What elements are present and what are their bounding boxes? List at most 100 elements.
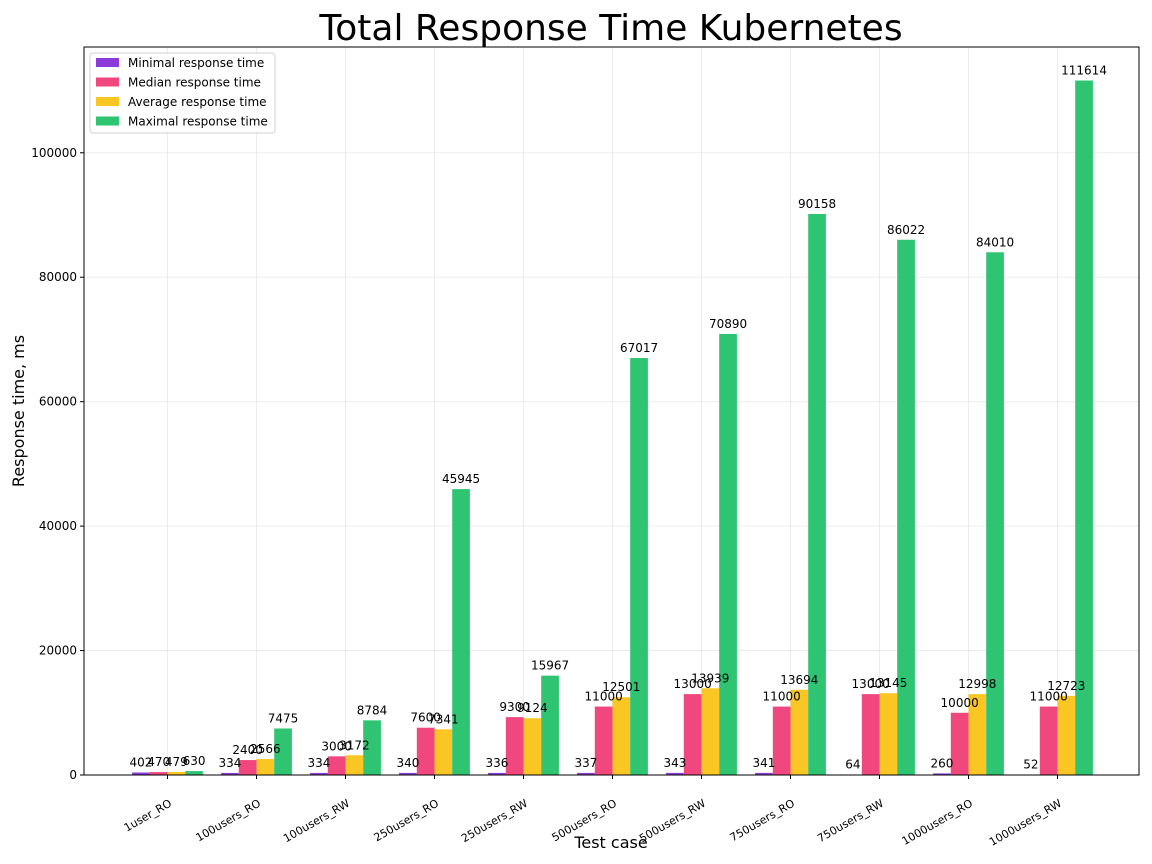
bar: [897, 239, 915, 775]
bar-value-label: 334: [307, 756, 330, 770]
bar-value-label: 7600: [410, 711, 441, 725]
bar-value-label: 111614: [1061, 64, 1107, 78]
bar: [861, 694, 880, 775]
bar: [185, 771, 203, 775]
chart-title: Total Response Time Kubernetes: [318, 8, 902, 49]
bar-value-label: 340: [396, 756, 419, 770]
x-tick-label: 250users_RW: [459, 797, 530, 845]
y-tick-label: 60000: [39, 395, 77, 409]
bar: [772, 706, 791, 775]
bar: [274, 728, 292, 775]
bar: [256, 759, 275, 775]
bar: [612, 697, 631, 775]
bar: [399, 772, 417, 775]
bar-value-label: 334: [218, 756, 241, 770]
bar: [968, 694, 987, 775]
plot-frame: [83, 46, 1140, 776]
bar: [719, 333, 737, 775]
bar: [879, 693, 898, 775]
bar: [1057, 695, 1076, 775]
bar-value-label: 86022: [887, 223, 925, 237]
legend-swatch: [96, 97, 119, 106]
x-tick-label: 750users_RW: [815, 797, 886, 845]
y-tick-label: 40000: [39, 519, 77, 533]
bar-value-label: 10000: [941, 696, 979, 710]
bar: [1039, 706, 1058, 775]
bar-value-label: 470: [147, 755, 170, 769]
bar-value-label: 630: [183, 754, 206, 768]
x-tick-label: 750users_RO: [728, 797, 798, 845]
legend-label: Minimal response time: [128, 56, 264, 70]
y-tick-label: 100000: [31, 146, 77, 160]
bar: [488, 772, 506, 775]
bar-value-label: 3000: [321, 739, 352, 753]
bar: [523, 718, 542, 775]
bar-value-label: 11000: [1030, 690, 1068, 704]
bar-value-label: 12723: [1047, 679, 1085, 693]
bar-value-label: 13000: [674, 677, 712, 691]
bar: [345, 755, 364, 775]
bar-value-label: 2400: [232, 743, 263, 757]
bar-value-label: 70890: [709, 317, 747, 331]
bar: [363, 720, 381, 775]
x-tick-label: 500users_RW: [637, 797, 708, 845]
y-tick-label: 80000: [39, 270, 77, 284]
bars: [132, 80, 1093, 776]
bar-value-label: 9124: [517, 701, 548, 715]
bar-value-label: 13000: [852, 677, 890, 691]
bar-value-label: 90158: [798, 197, 836, 211]
bar: [149, 772, 168, 775]
bar-value-label: 341: [752, 756, 775, 770]
bar: [933, 773, 951, 775]
x-tick-label: 250users_RO: [372, 797, 442, 845]
bar-value-label: 15967: [531, 659, 569, 673]
bar: [790, 689, 809, 775]
bar: [666, 772, 684, 775]
bar: [986, 252, 1004, 775]
bar: [238, 760, 257, 775]
bar: [683, 694, 702, 775]
legend-swatch: [96, 58, 119, 67]
x-axis-label: Test case: [573, 833, 647, 852]
bar-value-label: 64: [845, 758, 860, 772]
bar-value-label: 8784: [357, 703, 388, 717]
bar-value-label: 2566: [250, 742, 281, 756]
bar-value-label: 7475: [268, 711, 299, 725]
x-tick-label: 1user_RO: [122, 797, 175, 835]
bar-value-label: 12501: [602, 680, 640, 694]
bar: [132, 772, 150, 775]
bar-value-label: 13939: [691, 671, 729, 685]
bar-value-label: 13694: [780, 673, 818, 687]
bar-value-label: 336: [485, 756, 508, 770]
bar: [327, 756, 346, 775]
bar-value-label: 260: [930, 756, 953, 770]
bar-value-label: 67017: [620, 341, 658, 355]
bar-value-label: 343: [663, 756, 686, 770]
bar: [416, 727, 435, 775]
legend-label: Median response time: [128, 76, 261, 90]
legend-swatch: [96, 77, 119, 87]
legend-label: Average response time: [128, 95, 267, 109]
bar: [452, 489, 470, 775]
bar: [630, 358, 648, 775]
bar-value-label: 11000: [585, 690, 623, 704]
bar-value-label: 84010: [976, 235, 1014, 249]
bar: [505, 717, 524, 775]
bar-value-label: 11000: [763, 690, 801, 704]
bar-value-label: 479: [165, 755, 188, 769]
bar-value-label: 337: [574, 756, 597, 770]
bar: [755, 772, 773, 775]
x-tick-label: 1000users_RW: [987, 797, 1064, 849]
bar: [434, 729, 453, 775]
bar-value-label: 402: [129, 755, 152, 769]
bar-value-label: 45945: [442, 472, 480, 486]
x-tick-label: 1000users_RO: [900, 797, 976, 848]
bar-value-label: 13145: [869, 676, 907, 690]
bar: [167, 772, 186, 775]
bar: [701, 688, 720, 775]
bar: [808, 214, 826, 775]
legend-swatch: [96, 116, 119, 126]
bar: [950, 712, 969, 775]
bar: [1075, 80, 1093, 776]
